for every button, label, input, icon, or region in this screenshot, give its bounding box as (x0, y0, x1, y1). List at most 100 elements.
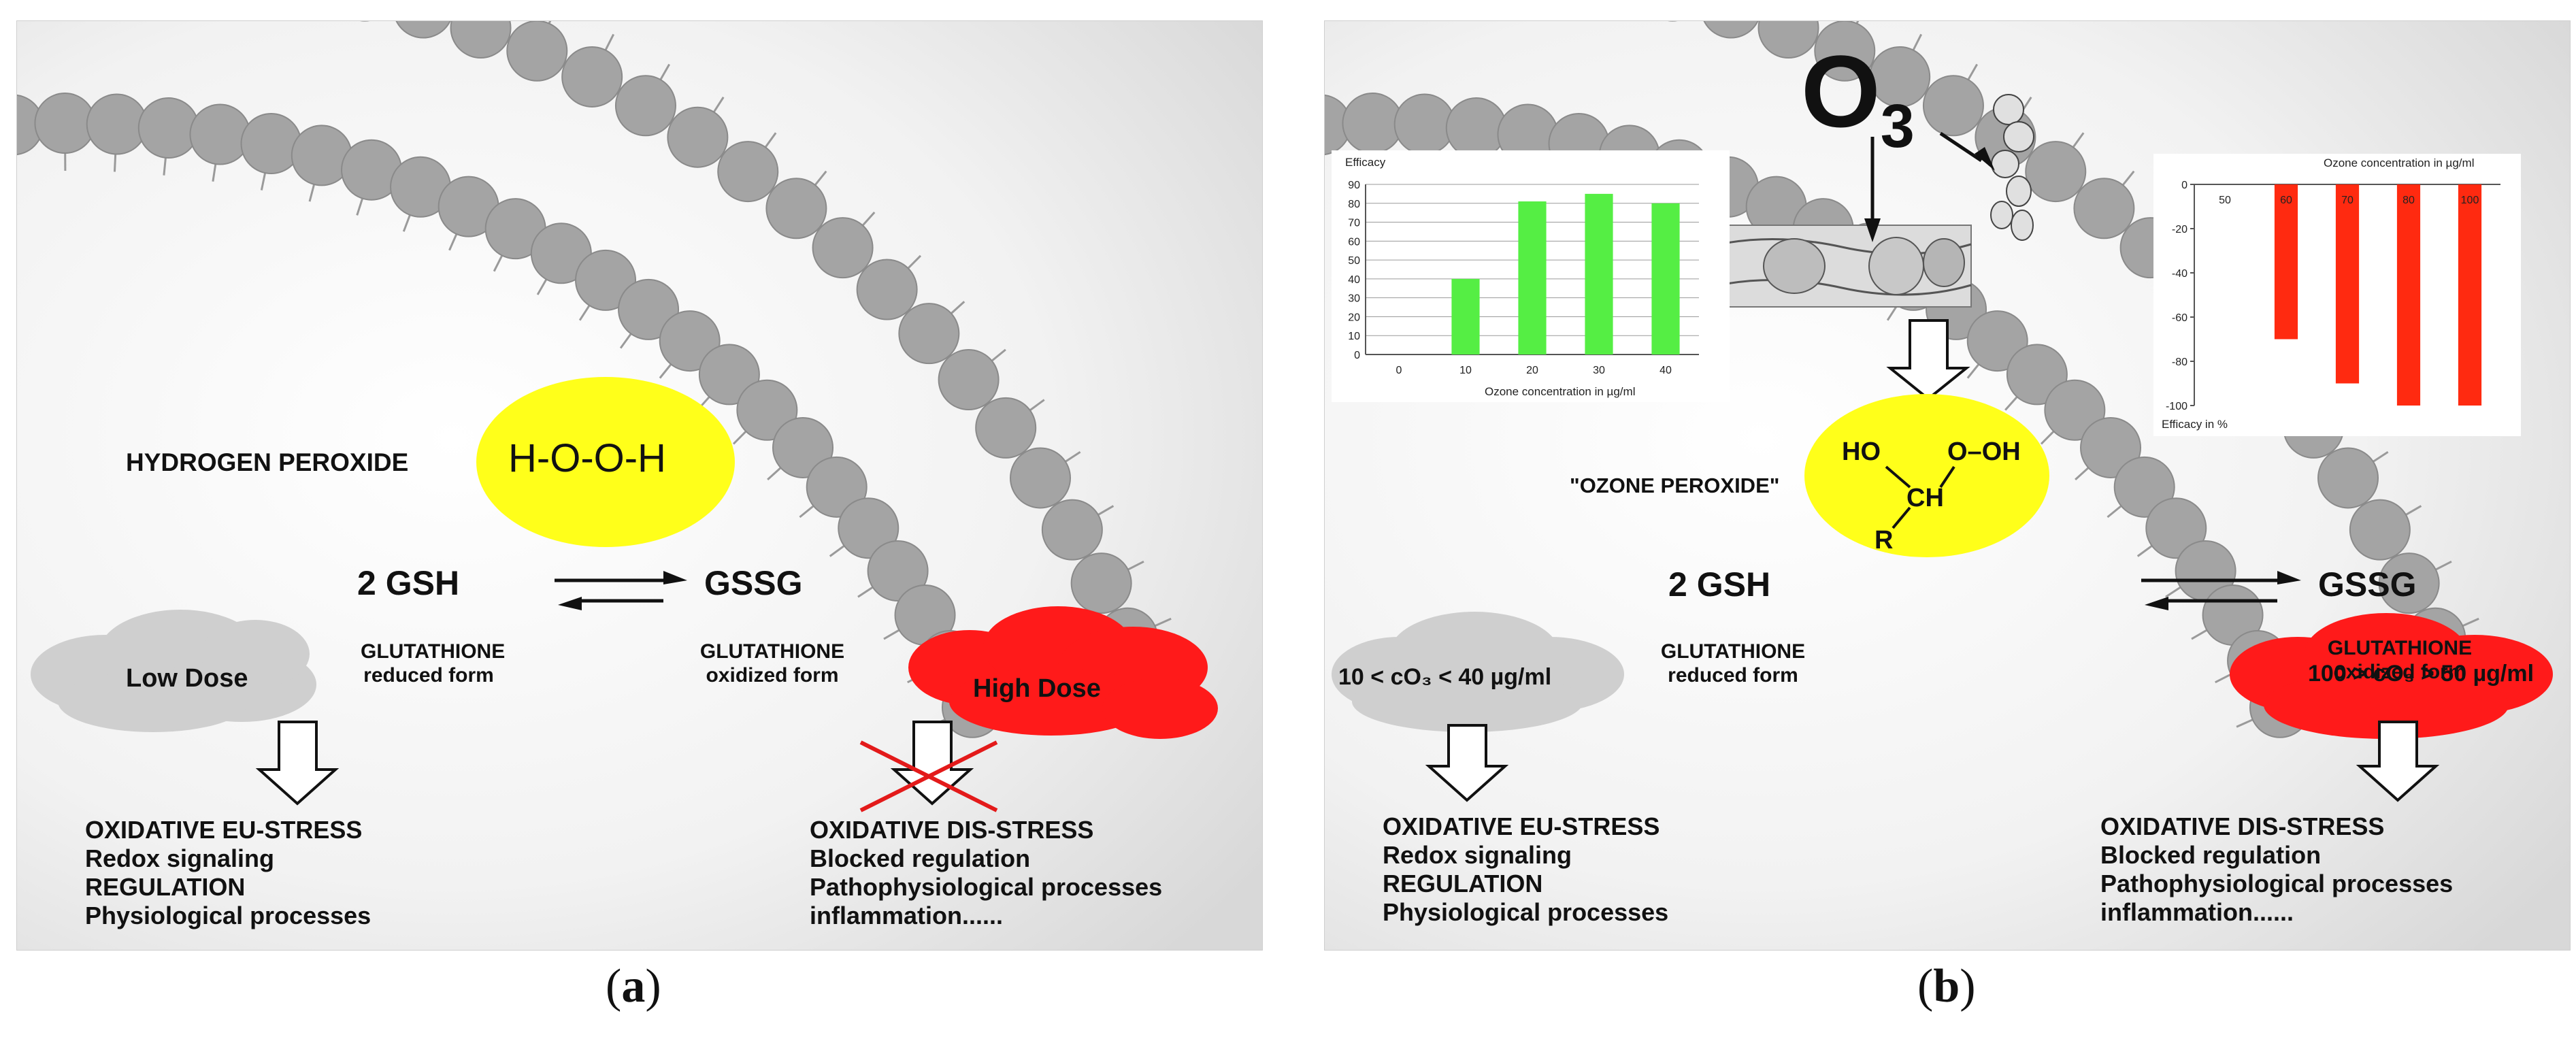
efficacy-chart-title: Efficacy (1345, 156, 1386, 169)
lipid-head (698, 344, 760, 406)
blocked-cross (859, 740, 998, 812)
bar (1651, 203, 1680, 354)
x-tick-label: 0 (1396, 365, 1402, 376)
eustress-text-a: OXIDATIVE EU-STRESS Redox signaling REGULA… (85, 816, 371, 929)
lipid-head (2044, 379, 2106, 441)
high-dose-label: High Dose (973, 674, 1101, 703)
x-tick-label: 50 (2219, 195, 2231, 206)
ozone-peroxide-label: "OZONE PEROXIDE" (1570, 474, 1780, 497)
low-range-cloud (1332, 612, 1624, 732)
bar (1451, 278, 1480, 354)
lipid-head (2073, 178, 2135, 240)
y-tick-label: 80 (1348, 199, 1360, 210)
panel-b: Efficacy Ozone concentration in µg/ml 0 1… (1324, 20, 2571, 951)
y-tick-label: -40 (2172, 268, 2187, 280)
y-tick-label: 90 (1348, 180, 1360, 191)
bar (1518, 201, 1547, 354)
y-tick-label: 60 (1348, 236, 1360, 248)
eustress-text-b: OXIDATIVE EU-STRESS Redox signaling REGULA… (1383, 812, 1669, 926)
glutathione-reduced-b: GLUTATHIONE reduced form (1660, 640, 1806, 687)
lipid-head (2113, 456, 2175, 518)
lipid-head (450, 21, 512, 59)
low-dose-label: Low Dose (126, 664, 248, 693)
lipid-head (2025, 141, 2087, 203)
lipid-head (1010, 447, 1072, 509)
disstress-text-a: OXIDATIVE DIS-STRESS Blocked regulation Pa… (810, 816, 1163, 929)
x-tick-label: 40 (1659, 365, 1672, 376)
ozone-efficacy-chart-title: Ozone concentration in µg/ml (2324, 156, 2475, 169)
panel-a-shapes (31, 377, 1218, 812)
y-tick-label: 30 (1348, 293, 1360, 305)
lipid-head (1814, 21, 1876, 82)
gssg-label-b: GSSG (2318, 565, 2417, 604)
lipid-head (575, 249, 637, 311)
lipid-head (765, 178, 827, 240)
hydrogen-peroxide-label: HYDROGEN PEROXIDE (126, 448, 409, 476)
glutathione-reduced-a: GLUTATHIONE reduced form (361, 640, 506, 687)
gssg-label-a: GSSG (704, 564, 803, 602)
bar (2458, 184, 2482, 406)
lipid-head (2006, 344, 2068, 406)
lipid-head (812, 217, 874, 279)
lipid-molecule-illustration (1990, 94, 2034, 241)
y-tick-label: -60 (2172, 312, 2187, 324)
high-dose-cloud (908, 606, 1218, 739)
y-tick-label: 20 (1348, 312, 1360, 323)
low-dose-cloud (31, 610, 316, 732)
x-tick-label: 60 (2280, 195, 2292, 206)
low-concentration-range: 10 < cO₃ < 40 µg/ml (1338, 664, 1552, 690)
lipid-head (2145, 497, 2207, 559)
down-arrow-low-a (255, 721, 340, 806)
lipid-head (1070, 553, 1132, 614)
lipid-head (838, 497, 899, 559)
panel-b-shapes (1332, 94, 2553, 802)
lipid-head (2349, 499, 2411, 561)
lipid-head (1966, 310, 2028, 372)
y-tick-label: 70 (1348, 218, 1360, 229)
hydrogen-peroxide-formula: H-O-O-H (508, 436, 666, 480)
caption-b: (b) (1917, 960, 1976, 1012)
gsh-label-b: 2 GSH (1668, 565, 1771, 604)
ozone-efficacy-chart-ylabel: Efficacy in % (2162, 418, 2228, 431)
lipid-head (618, 278, 680, 340)
glutathione-oxidized-b: GLUTATHIONE oxidized form (2327, 637, 2473, 683)
y-tick-label: 50 (1348, 255, 1360, 267)
gsh-label-a: 2 GSH (357, 564, 460, 602)
y-tick-label: -80 (2172, 357, 2187, 368)
x-tick-label: 10 (1459, 365, 1472, 376)
ozone-symbol: O3 (1801, 34, 1915, 161)
efficacy-chart: Efficacy Ozone concentration in µg/ml 0 1… (1332, 150, 1730, 402)
down-arrow-high-b (2356, 721, 2440, 802)
lipid-head (506, 21, 568, 82)
bar (1585, 193, 1613, 354)
y-tick-label: -20 (2172, 224, 2187, 235)
bar (2335, 184, 2360, 384)
molecule-ch: CH (1906, 484, 1944, 512)
lipid-head (659, 310, 721, 372)
equilibrium-arrows-a (555, 571, 687, 610)
y-tick-label: 40 (1348, 274, 1360, 286)
bar (2396, 184, 2421, 406)
lipid-head (1922, 75, 1984, 137)
membrane-illustration (1712, 225, 1972, 308)
down-arrow-low-b (1425, 724, 1509, 802)
high-range-cloud (2230, 613, 2553, 739)
lipid-head (1703, 21, 1759, 39)
high-concentration-range: 100 > cO₃ > 50 µg/ml (2308, 661, 2534, 687)
lipid-head (717, 141, 779, 203)
molecule-r: R (1875, 526, 1894, 555)
lipid-head (736, 379, 798, 441)
molecule-bonds (1885, 465, 1955, 529)
lipid-head (898, 303, 960, 365)
lipid-head (938, 349, 1000, 411)
lipid-head (1757, 21, 1819, 59)
lipid-head (395, 21, 451, 39)
hydrogen-peroxide-ellipse (476, 377, 735, 547)
lipid-head (1869, 46, 1931, 108)
lipid-head (2378, 553, 2440, 614)
lipid-head (867, 540, 929, 602)
y-tick-label: 0 (2181, 180, 2187, 191)
lipid-head (1041, 499, 1103, 561)
molecule-ooh: O–OH (1947, 438, 2021, 466)
panel-a: HYDROGEN PEROXIDE H-O-O-H 2 GSH GSSG GLU… (16, 20, 1263, 951)
